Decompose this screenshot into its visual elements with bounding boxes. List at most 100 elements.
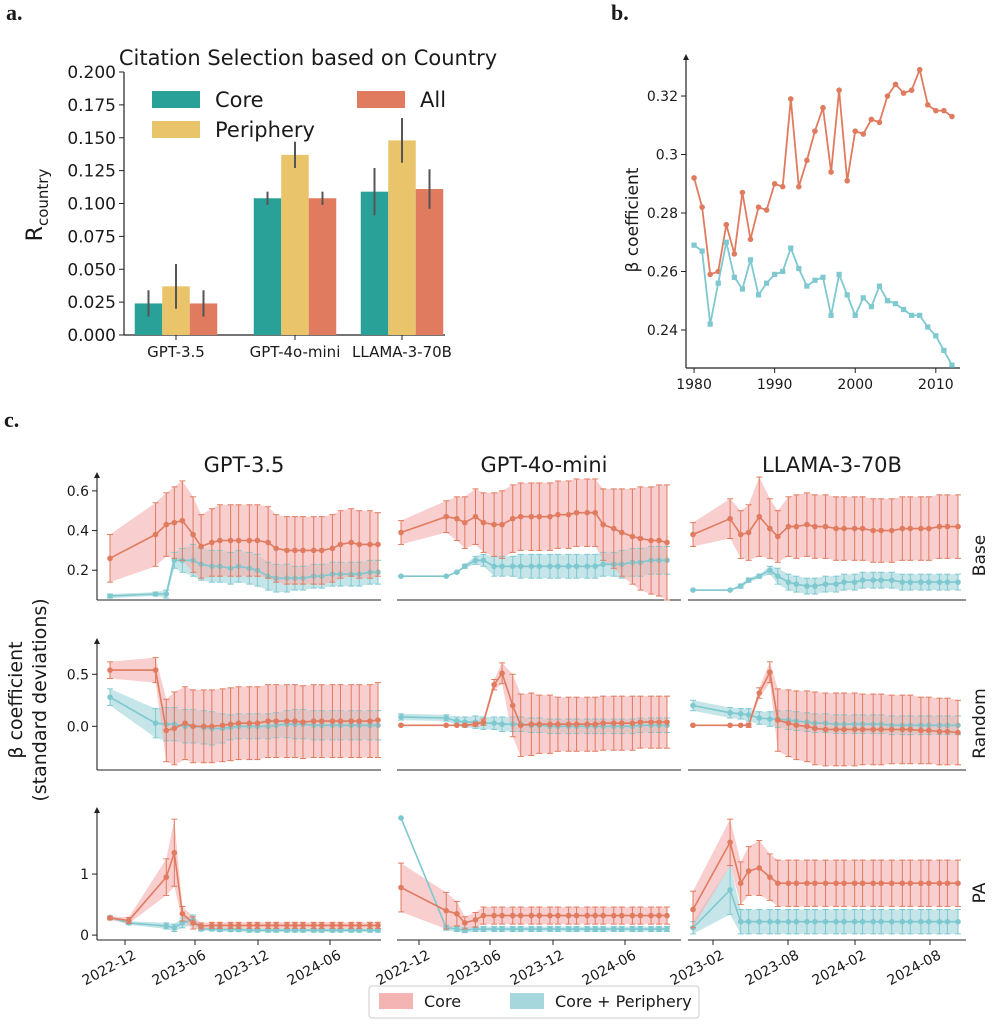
point-core (375, 717, 381, 723)
point-core (528, 513, 535, 520)
point-core-periphery (745, 577, 752, 583)
point-b-lower (780, 268, 786, 275)
point-core (756, 865, 763, 871)
ylabel-main: R (23, 226, 48, 241)
ytick-label-a: 0.175 (67, 96, 116, 116)
point-core-periphery (454, 926, 460, 932)
point-core-periphery (163, 591, 170, 597)
point-core (555, 511, 561, 518)
point-b-lower (699, 248, 705, 254)
point-core-periphery (785, 918, 792, 925)
point-core (190, 920, 196, 926)
axis-c-arrow (94, 472, 100, 478)
point-core (656, 912, 662, 919)
point-core-periphery (656, 926, 662, 932)
point-core-periphery (107, 694, 113, 700)
point-core (462, 920, 468, 926)
point-core-periphery (509, 563, 516, 570)
point-core (565, 721, 572, 728)
point-core-periphery (899, 579, 906, 585)
point-core (209, 723, 215, 730)
point-core (443, 907, 450, 914)
point-b-lower (796, 265, 802, 272)
ytick-label-c: 1 (80, 867, 89, 883)
ytick-label-a: 0.075 (67, 227, 116, 247)
legend-core-label: Core (424, 992, 461, 1011)
point-core-periphery (793, 581, 800, 587)
row-label: Base (970, 535, 990, 576)
point-core (737, 880, 744, 887)
panel-base-2 (688, 476, 966, 601)
point-core (573, 912, 580, 919)
bar-all (415, 189, 444, 335)
point-core (618, 529, 625, 536)
point-core (926, 525, 932, 532)
ytick-label-c: 0.0 (67, 719, 89, 735)
point-core (600, 521, 606, 528)
point-core (509, 912, 516, 919)
point-core (547, 513, 553, 520)
chart-a: 0.000 0.025 0.050 0.075 0.100 0.125 0.150 0.175… (67, 63, 452, 361)
axis-c-arrow (94, 638, 100, 644)
point-b-upper (804, 157, 810, 164)
point-core (300, 922, 306, 929)
point-core (443, 513, 450, 520)
panel-random-0: 0.0 0.5 (67, 638, 381, 771)
point-b-lower (723, 239, 729, 245)
point-core-periphery (600, 561, 606, 568)
point-core-periphery (907, 918, 914, 925)
point-core-periphery (171, 557, 178, 564)
point-core (547, 721, 553, 728)
point-core (745, 868, 752, 874)
point-core-periphery (804, 918, 810, 925)
ytick-label-a: 0.125 (67, 162, 116, 182)
point-core (878, 527, 884, 534)
point-core-periphery (888, 577, 895, 583)
point-b-lower (788, 245, 794, 251)
ytick-label-a: 0.050 (67, 260, 116, 280)
point-core-periphery (664, 926, 670, 932)
legend-core-periphery-swatch (510, 993, 544, 1009)
point-core (888, 880, 895, 887)
point-b-lower (820, 274, 826, 280)
point-core-periphery (592, 563, 598, 570)
point-core (629, 720, 636, 726)
point-core (926, 880, 932, 887)
point-core (337, 922, 344, 929)
point-core (600, 912, 606, 919)
point-core (171, 519, 178, 526)
point-b-lower (739, 286, 746, 292)
ytick-label-a: 0.150 (67, 129, 116, 149)
point-core (367, 922, 373, 929)
point-core (584, 912, 590, 919)
point-core (804, 723, 810, 730)
point-core (310, 547, 317, 554)
point-core-periphery (528, 563, 535, 570)
point-b-lower (917, 312, 923, 318)
point-core (254, 537, 261, 544)
point-core (292, 547, 298, 554)
point-core (592, 912, 598, 919)
point-core-periphery (888, 918, 895, 925)
point-core (690, 906, 696, 913)
point-b-lower (852, 312, 858, 318)
point-core (656, 719, 662, 725)
point-core-periphery (955, 579, 961, 585)
point-core (584, 721, 590, 728)
point-core (265, 922, 271, 929)
point-core (878, 880, 884, 887)
column-title: GPT-4o-mini (480, 453, 607, 477)
point-b-upper (844, 178, 850, 184)
point-b-upper (771, 180, 778, 187)
point-b-upper (868, 116, 875, 123)
point-core (300, 719, 306, 725)
point-b-upper (933, 107, 939, 114)
point-b-lower (876, 283, 883, 289)
point-core (398, 884, 404, 891)
point-b-lower (804, 283, 810, 289)
point-core (955, 523, 961, 530)
point-core (629, 533, 636, 540)
point-core (337, 541, 344, 548)
point-core (785, 523, 792, 530)
point-core (509, 702, 516, 709)
